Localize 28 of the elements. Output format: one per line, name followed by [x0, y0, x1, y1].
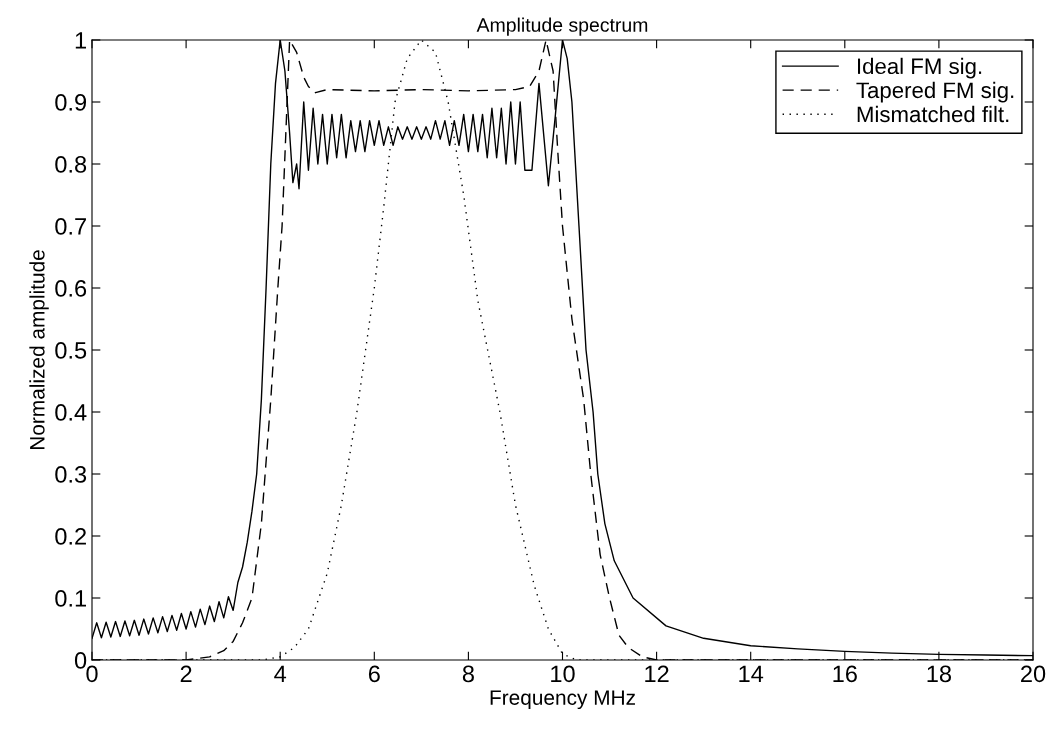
x-tick-label: 16	[833, 665, 857, 683]
x-axis-title: Frequency MHz	[490, 690, 635, 710]
x-tick-label: 10	[551, 665, 575, 683]
legend-label: Mismatched filt.	[857, 105, 1009, 123]
x-tick-label: 14	[739, 665, 764, 682]
y-tick-label: 0.1	[55, 590, 86, 607]
x-tick-label: 12	[645, 665, 669, 682]
y-tick-label: 0.7	[55, 218, 86, 235]
chart-title: Amplitude spectrum	[476, 17, 648, 36]
x-tick-label: 6	[368, 665, 380, 683]
x-tick-label: 18	[927, 665, 952, 683]
y-tick-label: 0.2	[55, 528, 86, 545]
y-tick-label: 0.4	[55, 404, 87, 421]
x-tick-label: 2	[180, 665, 192, 682]
y-tick-label: 0.3	[55, 466, 87, 483]
y-axis-title: Normalized amplitude	[29, 250, 49, 450]
legend-label: Ideal FM sig.	[857, 57, 982, 79]
x-tick-label: 20	[1021, 665, 1046, 683]
y-tick-label: 0.5	[55, 342, 87, 359]
x-tick-label: 4	[274, 665, 287, 682]
x-tick-label: 0	[86, 665, 98, 683]
y-tick-label: 0.8	[55, 156, 87, 173]
y-tick-label: 0.6	[55, 280, 87, 297]
x-tick-label: 8	[462, 665, 474, 683]
y-tick-label: 1	[75, 32, 86, 49]
y-tick-label: 0.9	[55, 94, 87, 111]
y-tick-label: 0	[74, 652, 87, 669]
legend-label: Tapered FM sig.	[856, 81, 1014, 103]
